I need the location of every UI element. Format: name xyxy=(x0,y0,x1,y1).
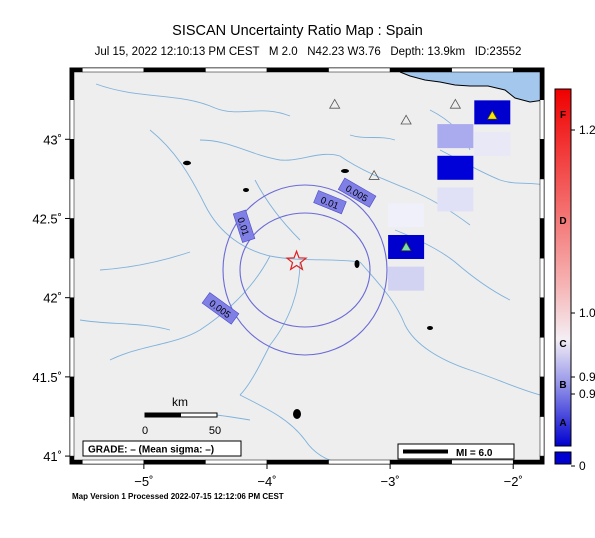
axis-tick-labels: −5˚ −4˚ −3˚ −2˚ 43˚ 42.5˚ 42˚ 41.5˚ 41˚ xyxy=(32,132,522,489)
rivers xyxy=(79,83,544,464)
station-triangle-icon-5 xyxy=(486,109,498,120)
grade-text: GRADE: – (Mean sigma: –) xyxy=(88,445,214,456)
colorbar-value-4: 0.9 xyxy=(579,387,595,401)
x-tick-label-0: −5˚ xyxy=(134,474,153,489)
colorbar-ticks xyxy=(571,129,575,467)
grid-cell-1 xyxy=(388,203,425,228)
colorbar: F D C B A 1.2 1.0 0.9 0.9 0 xyxy=(554,88,595,473)
coastline xyxy=(70,68,544,103)
mi-text: MI = 6.0 xyxy=(456,448,493,459)
station-triangle-icon-1 xyxy=(400,114,412,125)
colorbar-value-5: 0 xyxy=(579,459,586,473)
colorbar-letter-d: D xyxy=(559,216,566,227)
colorbar-value-3: 0.9 xyxy=(579,370,595,384)
mi-legend-bar xyxy=(403,449,448,454)
map-frame-ticks xyxy=(69,67,545,465)
mi-legend-box: MI = 6.0 xyxy=(397,443,515,460)
y-tick-label-2: 42˚ xyxy=(43,291,62,306)
colorbar-zero-swatch xyxy=(554,451,572,465)
y-tick-label-0: 43˚ xyxy=(43,132,62,147)
contour-0.01 xyxy=(239,212,371,328)
processing-footer: Map Version 1 Processed 2022-07-15 12:12… xyxy=(72,492,284,501)
mi-legend-frame xyxy=(397,443,515,460)
x-tick-label-3: −2˚ xyxy=(504,474,523,489)
colorbar-gradient xyxy=(554,88,572,447)
y-tick-label-1: 42.5˚ xyxy=(32,211,62,226)
epicenter-star-icon xyxy=(285,249,308,271)
scale-bar: km 0 50 xyxy=(142,395,221,437)
scale-bar-title: km xyxy=(172,395,188,409)
seismic-stations xyxy=(329,98,498,252)
colorbar-letter-a: A xyxy=(559,418,566,429)
contour-label-2: 0.01 xyxy=(232,209,256,243)
station-triangle-icon-4 xyxy=(400,241,412,252)
colorbar-letter-b: B xyxy=(559,380,566,391)
grid-cell-4 xyxy=(437,155,474,180)
y-tick-label-4: 41˚ xyxy=(43,449,62,464)
scale-bar-label-left: 0 xyxy=(142,425,148,437)
station-triangle-icon-0 xyxy=(329,98,341,109)
grade-box: GRADE: – (Mean sigma: –) xyxy=(82,440,242,457)
grid-cell-3 xyxy=(437,124,474,149)
colorbar-value-1: 1.2 xyxy=(579,123,595,137)
scale-bar-label-right: 50 xyxy=(209,425,221,437)
grid-cell-5 xyxy=(437,187,474,212)
colorbar-letter-c: C xyxy=(559,339,566,350)
x-tick-label-2: −3˚ xyxy=(381,474,400,489)
x-tick-label-1: −4˚ xyxy=(257,474,276,489)
grid-cell-7 xyxy=(474,132,511,157)
event-info: Jul 15, 2022 12:10:13 PM CEST M 2.0 N42.… xyxy=(94,46,522,58)
colorbar-value-2: 1.0 xyxy=(579,306,595,320)
y-tick-label-3: 41.5˚ xyxy=(32,370,62,385)
contour-0.005 xyxy=(222,184,388,356)
scale-bar-segment xyxy=(145,413,181,417)
svg-text:0.01: 0.01 xyxy=(235,216,251,237)
station-triangle-icon-2 xyxy=(449,98,462,109)
grade-box-frame xyxy=(82,440,242,457)
map-title: SISCAN Uncertainty Ratio Map : Spain xyxy=(172,23,423,39)
grid-cell-2 xyxy=(388,266,425,291)
contour-lines xyxy=(222,184,388,356)
colorbar-letter-f: F xyxy=(560,110,566,121)
station-triangle-icon-3 xyxy=(368,169,380,180)
sea-area xyxy=(400,68,544,102)
reservoirs xyxy=(183,126,473,419)
